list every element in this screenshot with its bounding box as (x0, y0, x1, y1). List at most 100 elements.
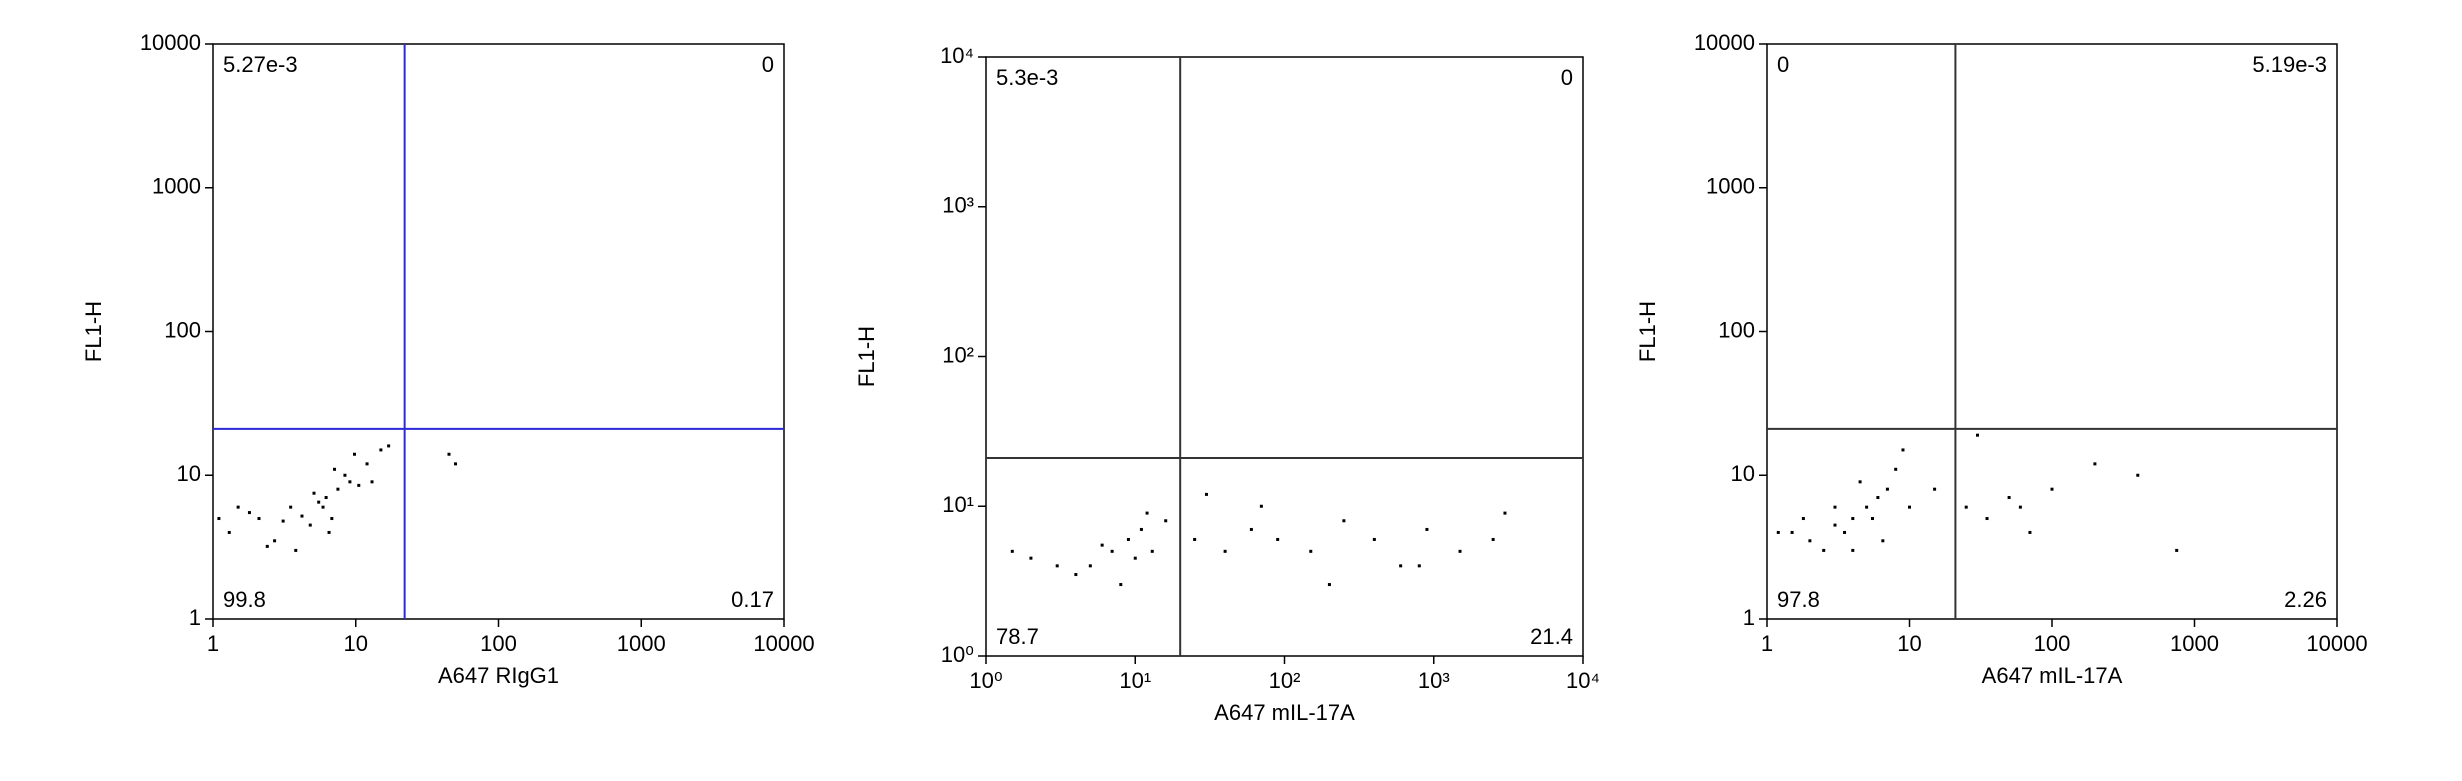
event-dot (289, 505, 293, 509)
quadrant-value: 5.3e-3 (996, 65, 1058, 90)
x-tick-label: 10⁴ (1566, 668, 1600, 693)
event-dot (1491, 537, 1495, 541)
x-tick-label: 10¹ (1119, 668, 1151, 693)
y-tick-label: 10³ (942, 193, 974, 218)
event-dot (1164, 519, 1168, 523)
x-tick-label: 10² (1269, 668, 1301, 693)
y-tick-label: 10¹ (942, 492, 974, 517)
event-dot (1417, 564, 1421, 568)
y-tick-label: 1 (1743, 605, 1755, 630)
event-dot (348, 480, 352, 484)
y-tick-label: 10 (177, 461, 201, 486)
event-dot (1858, 480, 1862, 484)
event-dot (1249, 527, 1253, 531)
event-dot (1801, 517, 1805, 521)
event-dot (1223, 549, 1227, 553)
event-dot (227, 530, 231, 534)
event-dot (1276, 537, 1280, 541)
event-dot (2093, 462, 2097, 466)
event-dot (447, 452, 451, 456)
event-dot (281, 519, 285, 523)
quadrant-value: 5.19e-3 (2252, 52, 2327, 77)
event-dot (1309, 549, 1313, 553)
x-tick-label: 1 (207, 631, 219, 656)
event-dot (1901, 448, 1905, 452)
x-axis-label: A647 mIL-17A (1214, 700, 1355, 725)
event-dot (1808, 539, 1812, 543)
event-dot (273, 539, 277, 543)
event-dot (1851, 548, 1855, 552)
quadrant-value: 0 (1777, 52, 1789, 77)
event-dot (1908, 505, 1911, 509)
x-tick-label: 10 (1897, 631, 1921, 656)
event-dot (1503, 511, 1507, 515)
event-dot (1822, 548, 1826, 552)
x-tick-label: 10000 (753, 631, 814, 656)
event-dot (1088, 564, 1092, 568)
event-dot (370, 480, 374, 484)
event-dot (330, 517, 334, 521)
event-dot (379, 448, 383, 452)
event-dot (317, 500, 321, 504)
event-dot (247, 511, 251, 515)
y-tick-label: 10⁰ (941, 642, 974, 667)
event-dot (2028, 530, 2032, 534)
x-tick-label: 10000 (2306, 631, 2367, 656)
y-tick-label: 10000 (140, 30, 201, 55)
quadrant-value: 21.4 (1530, 624, 1573, 649)
x-axis-label: A647 mIL-17A (1982, 663, 2123, 688)
x-tick-label: 1000 (617, 631, 666, 656)
event-dot (1074, 573, 1078, 577)
event-dot (1110, 549, 1114, 553)
event-dot (1933, 487, 1937, 491)
y-axis-label: FL1-H (81, 301, 106, 362)
event-dot (1193, 537, 1197, 541)
x-tick-label: 100 (2034, 631, 2071, 656)
event-dot (1885, 487, 1889, 491)
event-dot (352, 452, 356, 456)
quadrant-value: 5.27e-3 (223, 52, 298, 77)
event-dot (257, 517, 261, 521)
event-dot (1851, 517, 1855, 521)
event-dot (1055, 564, 1059, 568)
event-dot (1881, 539, 1885, 543)
x-axis-label: A647 RIgG1 (438, 663, 559, 688)
event-dot (1010, 549, 1014, 553)
event-dot (365, 462, 369, 466)
event-dot (1871, 517, 1875, 521)
event-dot (2018, 505, 2022, 509)
event-dot (336, 487, 340, 491)
event-dot (343, 473, 347, 477)
event-dot (1259, 504, 1263, 508)
event-dot (333, 467, 337, 471)
x-tick-label: 1 (1761, 631, 1773, 656)
quadrant-value: 0 (762, 52, 774, 77)
event-dot (1458, 549, 1462, 553)
event-dot (1399, 564, 1403, 568)
event-dot (1029, 556, 1033, 560)
event-dot (1975, 433, 1979, 437)
event-dot (387, 444, 391, 448)
y-axis-label: FL1-H (1635, 301, 1660, 362)
event-dot (1790, 530, 1794, 534)
x-tick-label: 10⁰ (969, 668, 1002, 693)
event-dot (236, 505, 240, 509)
y-tick-label: 1000 (152, 174, 201, 199)
event-dot (1139, 527, 1143, 531)
event-dot (454, 462, 458, 466)
event-dot (1833, 505, 1837, 509)
event-dot (1372, 537, 1376, 541)
event-dot (312, 491, 316, 495)
event-dot (1342, 519, 1346, 523)
event-dot (1145, 511, 1149, 515)
x-tick-label: 1000 (2170, 631, 2219, 656)
event-dot (321, 505, 325, 509)
event-dot (2136, 473, 2140, 477)
event-dot (2175, 548, 2179, 552)
event-dot (1119, 583, 1123, 587)
event-dot (1833, 523, 1837, 527)
event-dot (308, 523, 312, 527)
quadrant-value: 0.17 (731, 587, 774, 612)
event-dot (2050, 487, 2054, 491)
